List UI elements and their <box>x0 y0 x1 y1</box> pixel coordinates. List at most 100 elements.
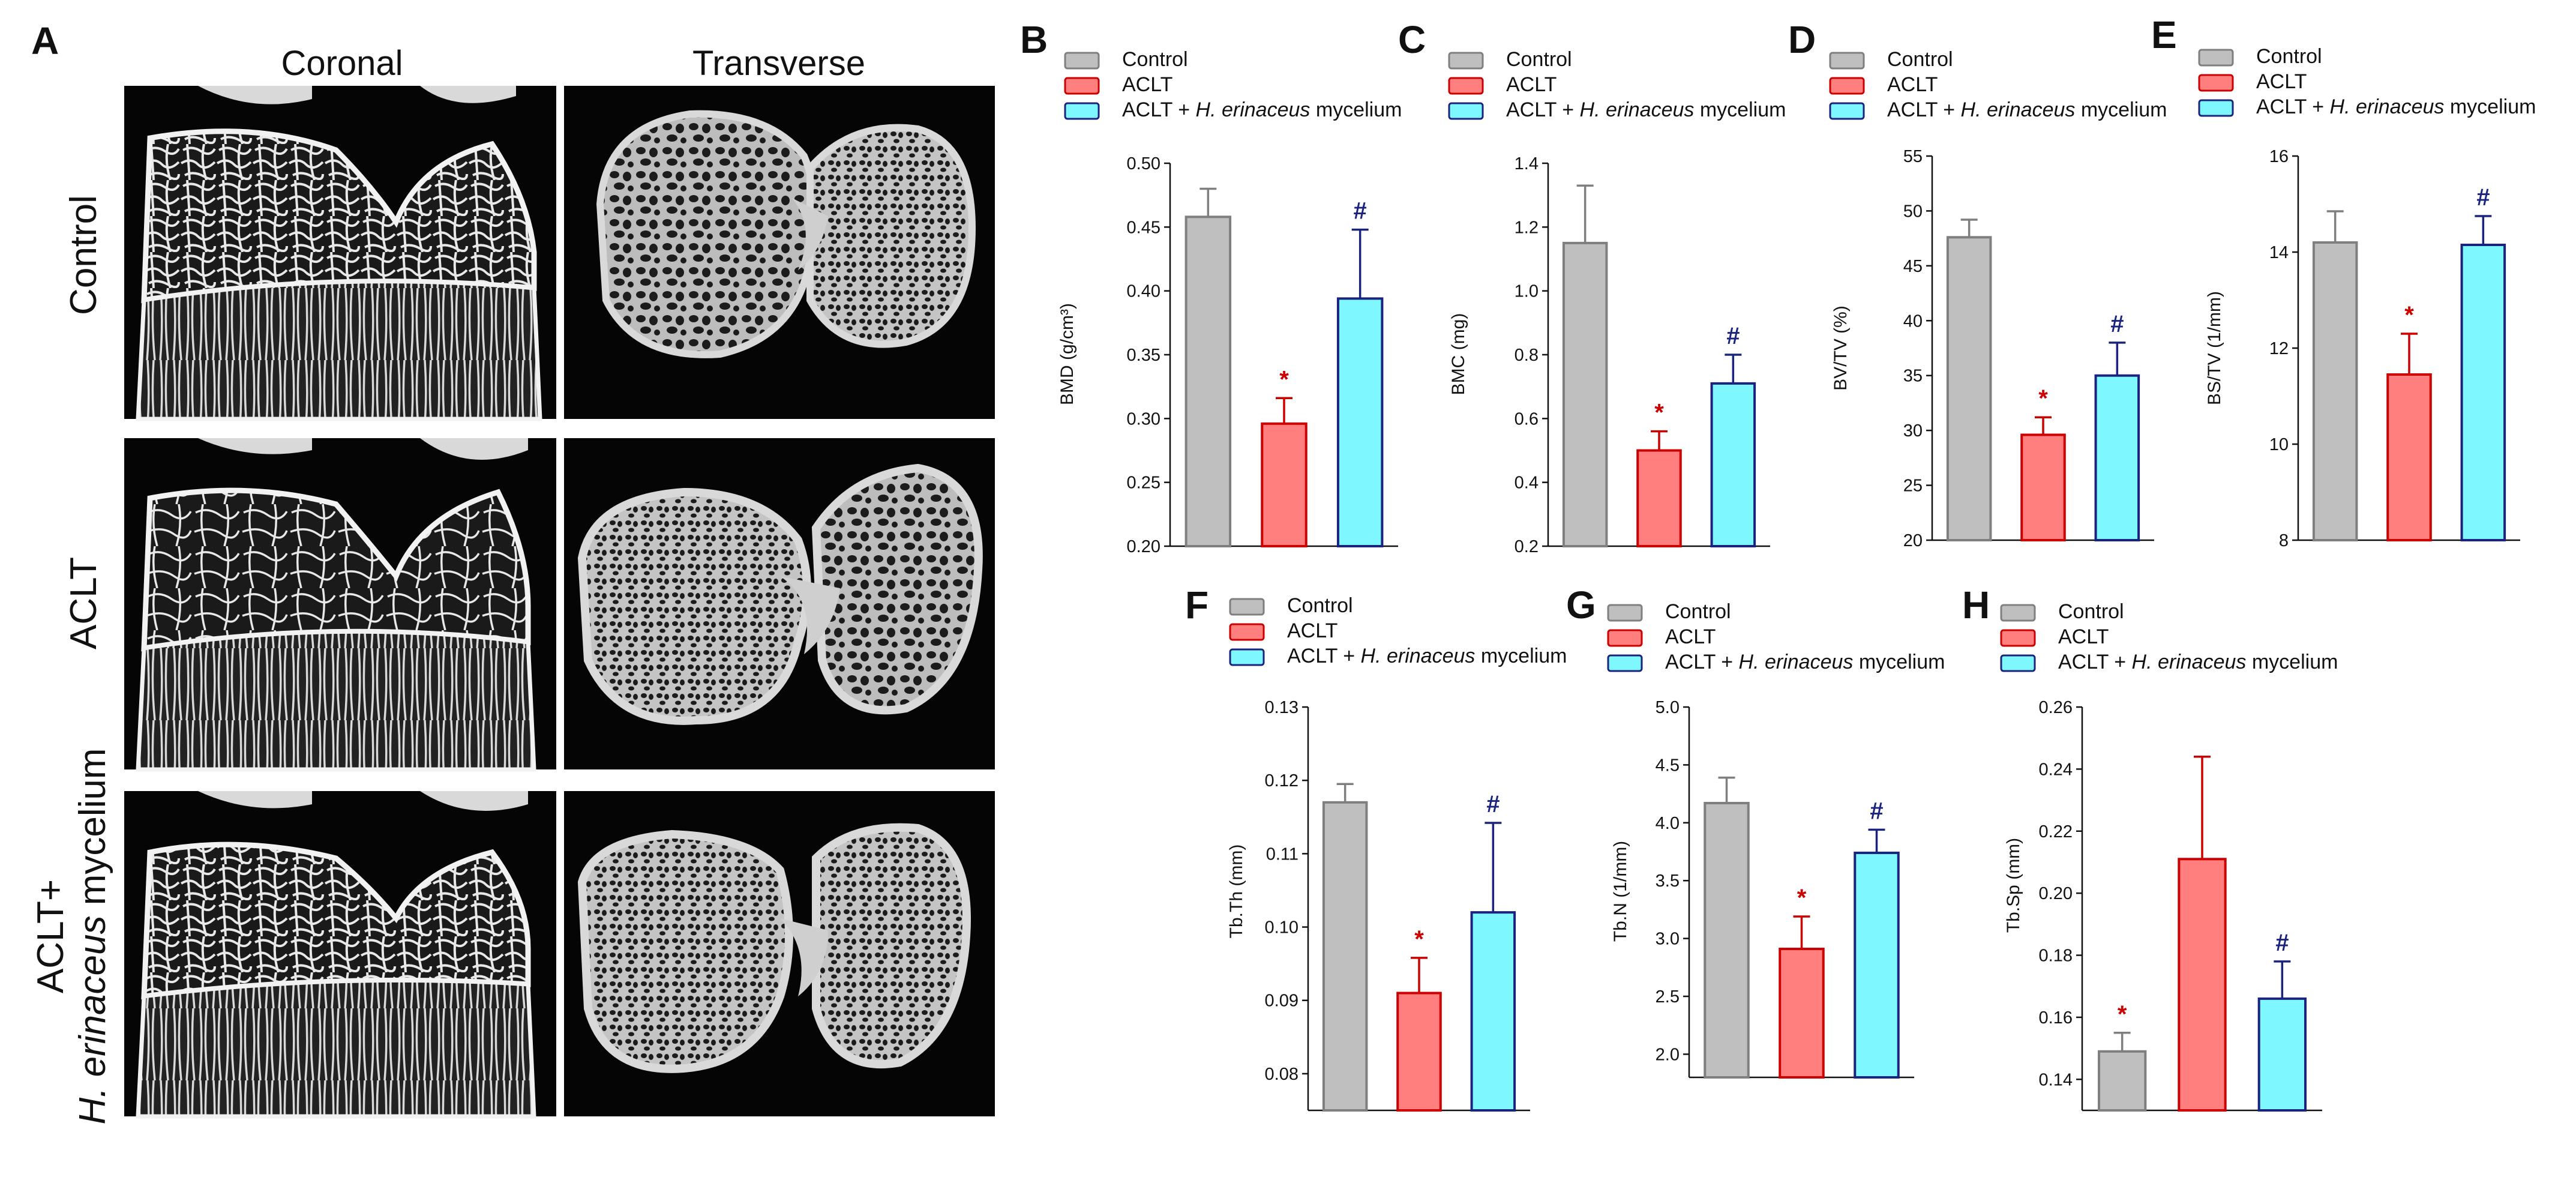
y-tick-label: 3.0 <box>1656 930 1680 949</box>
bar-f-1 <box>1322 801 1368 1112</box>
y-tick-label: 0.18 <box>2039 947 2073 966</box>
significance-marker-f-3: # <box>1486 791 1500 817</box>
y-axis-label-e: BS/TV (1/mm) <box>2205 291 2224 405</box>
bar-c-2 <box>1636 449 1682 547</box>
y-tick-label: 0.30 <box>1127 409 1160 429</box>
y-tick-label: 1.0 <box>1515 282 1539 301</box>
bar-b-1 <box>1184 215 1232 547</box>
bar-b-3 <box>1336 297 1384 547</box>
bar-h-2 <box>2178 858 2227 1112</box>
y-tick-label: 20 <box>1903 531 1923 550</box>
legend-swatch-3 <box>1064 102 1100 120</box>
legend-label-2: ACLT <box>1665 625 1716 648</box>
bar-e-3 <box>2460 244 2506 541</box>
y-tick-label: 0.22 <box>2039 822 2073 841</box>
y-tick-label: 2.5 <box>1656 987 1680 1007</box>
legend-label-2: ACLT <box>2256 70 2307 93</box>
bar-e-1 <box>2312 241 2358 541</box>
legend-swatch-2 <box>1064 77 1100 95</box>
y-tick-label: 5.0 <box>1656 698 1680 717</box>
y-tick-label: 0.20 <box>2039 884 2073 903</box>
bar-f-2 <box>1396 992 1442 1112</box>
legend-swatch-1 <box>1448 52 1484 70</box>
significance-marker-c-2: * <box>1654 400 1664 426</box>
y-tick-label: 1.2 <box>1515 218 1539 237</box>
legend-swatch-2 <box>1229 623 1265 641</box>
y-axis-label-h: Tb.Sp (mm) <box>2004 838 2023 933</box>
significance-marker-g-3: # <box>1870 798 1883 824</box>
y-tick-label: 16 <box>2269 147 2289 166</box>
legend-swatch-3 <box>1607 654 1643 672</box>
bar-g-3 <box>1854 851 1900 1079</box>
legend-label-1: Control <box>1506 48 1572 71</box>
y-tick-label: 0.08 <box>1265 1065 1299 1084</box>
legend-swatch-1 <box>2000 604 2036 622</box>
legend-label-2: ACLT <box>2058 625 2109 648</box>
legend-swatch-2 <box>1607 629 1643 647</box>
y-tick-label: 4.0 <box>1656 814 1680 833</box>
legend-label-3: ACLT + H. erinaceus mycelium <box>1887 98 2167 121</box>
coronal-image-aclt <box>124 438 556 772</box>
legend-label-3: ACLT + H. erinaceus mycelium <box>1506 98 1786 121</box>
y-axis-label-b: BMD (g/cm³) <box>1057 303 1077 405</box>
panel-letter-d: D <box>1788 18 1816 61</box>
y-tick-label: 0.8 <box>1515 346 1539 365</box>
column-heading-transverse: Transverse <box>692 44 865 83</box>
legend-swatch-3 <box>1829 102 1865 120</box>
legend-label-3: ACLT + H. erinaceus mycelium <box>2058 651 2338 673</box>
legend-label-1: Control <box>1122 48 1188 71</box>
y-tick-label: 0.6 <box>1515 409 1539 429</box>
bar-d-1 <box>1946 236 1992 541</box>
row-label-control: Control <box>63 195 104 315</box>
y-tick-label: 2.0 <box>1656 1045 1680 1064</box>
y-tick-label: 14 <box>2269 243 2289 262</box>
coronal-image-control <box>124 86 556 421</box>
y-tick-label: 0.20 <box>1127 537 1160 556</box>
row-label-species: H. erinaceus <box>72 915 113 1124</box>
y-tick-label: 8 <box>2279 531 2289 550</box>
row-label-mycelium: mycelium <box>72 748 113 915</box>
y-tick-label: 0.09 <box>1265 992 1299 1011</box>
bar-d-3 <box>2094 374 2140 541</box>
legend-label-2: ACLT <box>1122 73 1172 96</box>
y-tick-label: 0.13 <box>1265 698 1299 717</box>
panel-a: A Coronal Transverse Control ACLT ACLT+ … <box>30 19 995 1125</box>
y-tick-label: 0.11 <box>1266 844 1299 864</box>
legend-label-3: ACLT + H. erinaceus mycelium <box>2256 95 2536 118</box>
bar-f-3 <box>1470 911 1516 1112</box>
legend-label-3: ACLT + H. erinaceus mycelium <box>1287 645 1567 667</box>
legend-swatch-2 <box>2198 74 2234 92</box>
row-label-aclt-plus-line2: H. erinaceus mycelium <box>72 748 113 1124</box>
y-tick-label: 0.50 <box>1127 154 1160 173</box>
y-tick-label: 0.16 <box>2039 1008 2073 1028</box>
legend-swatch-2 <box>1448 77 1484 95</box>
y-tick-label: 0.25 <box>1127 474 1160 493</box>
legend-swatch-1 <box>1829 52 1865 70</box>
y-tick-label: 0.24 <box>2039 760 2073 779</box>
y-tick-label: 25 <box>1903 477 1923 496</box>
legend-swatch-3 <box>1448 102 1484 120</box>
significance-marker-b-3: # <box>1354 198 1367 224</box>
panel-letter-e: E <box>2151 13 2177 56</box>
legend-label-1: Control <box>1287 594 1353 617</box>
panel-letter-h: H <box>1962 583 1990 627</box>
bar-d-2 <box>2020 433 2066 542</box>
panel-letter-b: B <box>1020 18 1048 61</box>
bar-h-1 <box>2098 1050 2147 1112</box>
y-tick-label: 40 <box>1903 312 1923 331</box>
panel-letter-g: G <box>1566 583 1596 627</box>
legend-label-2: ACLT <box>1506 73 1557 96</box>
bar-b-2 <box>1261 422 1308 548</box>
y-tick-label: 0.2 <box>1515 537 1539 556</box>
y-tick-label: 35 <box>1903 367 1923 386</box>
